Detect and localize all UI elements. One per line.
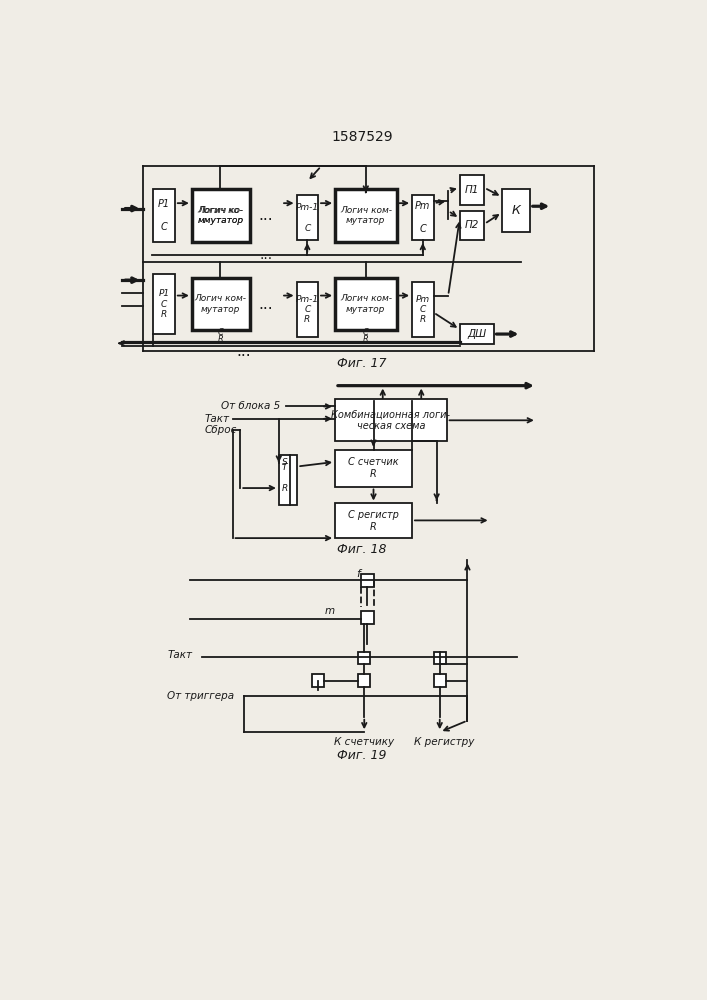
Bar [153, 274, 175, 334]
Bar [361, 574, 373, 587]
Bar [412, 282, 433, 337]
Bar [335, 399, 447, 441]
Text: Логич ком-
мутатор: Логич ком- мутатор [194, 294, 246, 314]
Text: Сброс: Сброс [204, 425, 236, 435]
Bar [460, 324, 493, 344]
Bar [335, 278, 397, 330]
Bar [460, 211, 484, 240]
Text: Р1
С
R: Р1 С R [158, 289, 170, 319]
Text: Логич ком-
мутатор: Логич ком- мутатор [340, 294, 392, 314]
Bar [433, 652, 446, 664]
Text: С: С [363, 328, 369, 337]
Text: R: R [217, 335, 223, 344]
Text: Рm
С
R: Рm С R [416, 295, 430, 324]
Text: ...: ... [237, 344, 252, 359]
Text: m: m [325, 606, 335, 616]
Text: ДШ: ДШ [467, 329, 486, 339]
Text: С регистр
R: С регистр R [348, 510, 399, 532]
Bar [361, 611, 373, 624]
Bar [502, 189, 530, 232]
Text: Р1

С: Р1 С [158, 199, 170, 232]
Bar [296, 282, 318, 337]
Text: П1: П1 [465, 185, 479, 195]
Text: К счетчику: К счетчику [334, 737, 395, 747]
Text: ...: ... [259, 248, 272, 262]
Bar [358, 674, 370, 687]
Text: ...: ... [258, 208, 273, 223]
Text: Логич ко-
ммутатор: Логич ко- ммутатор [197, 206, 243, 225]
Text: T: T [282, 463, 287, 472]
Text: Фиг. 18: Фиг. 18 [337, 543, 387, 556]
Bar [279, 455, 297, 505]
Text: Такт: Такт [167, 650, 192, 660]
Bar [335, 450, 412, 487]
Bar [296, 195, 318, 240]
Text: К регистру: К регистру [414, 737, 474, 747]
Bar [312, 674, 325, 687]
Text: Рm

С: Рm С [415, 201, 431, 234]
Text: К: К [512, 204, 520, 217]
Text: С: С [217, 328, 223, 337]
Bar [412, 195, 433, 240]
Text: Рm-1

С: Рm-1 С [296, 203, 319, 233]
Text: Комбинационная логи-
ческая схема: Комбинационная логи- ческая схема [332, 409, 450, 431]
Bar [433, 674, 446, 687]
Text: От блока 5: От блока 5 [221, 401, 280, 411]
Text: Такт: Такт [204, 414, 229, 424]
Text: От триггера: От триггера [167, 691, 234, 701]
Text: S: S [282, 458, 288, 467]
Bar [192, 189, 250, 242]
Bar [153, 189, 175, 242]
Text: Фиг. 19: Фиг. 19 [337, 749, 387, 762]
Bar [192, 278, 250, 330]
Text: R: R [282, 484, 288, 493]
Text: 1587529: 1587529 [331, 130, 393, 144]
Bar [192, 189, 250, 242]
Text: С счетчик
R: С счетчик R [348, 457, 399, 479]
Bar [358, 652, 370, 664]
Text: Рm-1
С
R: Рm-1 С R [296, 295, 319, 324]
Text: Логич ко-
ммутатор: Логич ко- ммутатор [197, 206, 244, 225]
Text: ...: ... [258, 297, 273, 312]
Text: R: R [363, 335, 369, 344]
Text: Фиг. 17: Фиг. 17 [337, 357, 387, 370]
Text: f: f [356, 569, 360, 579]
Bar [460, 175, 484, 205]
Bar [335, 503, 412, 538]
Text: Логич ком-
мутатор: Логич ком- мутатор [340, 206, 392, 225]
Bar [335, 189, 397, 242]
Text: П2: П2 [465, 220, 479, 230]
